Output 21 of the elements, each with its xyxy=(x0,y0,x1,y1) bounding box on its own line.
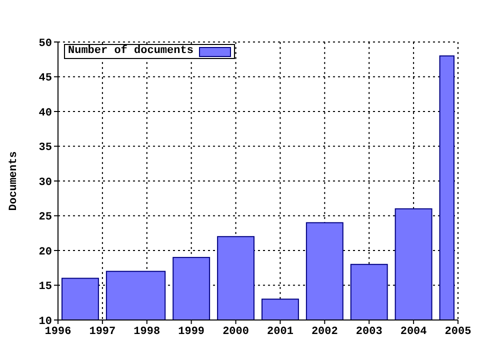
y-tick-label: 20 xyxy=(38,246,52,258)
x-tick-label: 2002 xyxy=(311,326,338,338)
y-tick-label: 40 xyxy=(38,107,52,120)
x-tick-label: 2000 xyxy=(222,326,249,338)
y-tick-label: 15 xyxy=(38,281,52,294)
y-axis-title: Documents xyxy=(8,151,20,211)
y-tick-label: 30 xyxy=(38,176,52,189)
y-tick-label: 10 xyxy=(38,316,52,328)
x-tick-label: 2004 xyxy=(400,326,428,338)
x-tick-label: 1999 xyxy=(178,326,205,338)
y-tick-label: 25 xyxy=(38,212,52,224)
x-tick-label: 2005 xyxy=(444,326,472,338)
x-tick-label: 2001 xyxy=(267,326,294,338)
x-tick-label: 1997 xyxy=(89,326,116,338)
x-tick-label: 2003 xyxy=(356,326,383,338)
y-tick-label: 50 xyxy=(38,38,52,50)
x-tick-label: 1998 xyxy=(134,326,160,338)
x-tick-label: 1996 xyxy=(44,326,72,338)
y-tick-label: 35 xyxy=(38,142,52,154)
y-tick-label: 45 xyxy=(38,72,52,85)
legend-label: Number of documents xyxy=(68,45,194,58)
